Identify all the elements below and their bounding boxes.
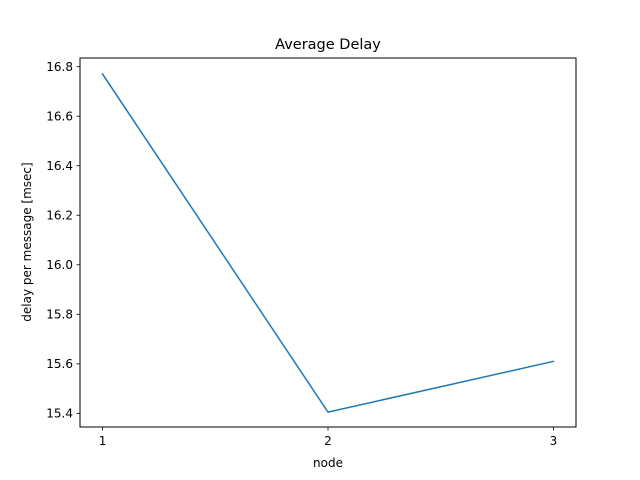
x-axis-ticks: 1 2 3 xyxy=(99,427,558,448)
plot-frame xyxy=(79,57,577,428)
y-tick-label: 16.2 xyxy=(46,208,73,222)
y-tick-label: 15.4 xyxy=(46,407,73,421)
x-tick-label: 3 xyxy=(550,434,558,448)
y-axis-ticks: 15.4 15.6 15.8 16.0 16.2 16.4 16.6 16.8 xyxy=(46,60,80,421)
series-line-0 xyxy=(101,73,555,413)
plot-area xyxy=(101,73,555,413)
y-tick-label: 16.0 xyxy=(46,258,73,272)
y-tick-label: 16.8 xyxy=(46,60,73,74)
x-axis-label: node xyxy=(313,456,343,470)
chart-title: Average Delay xyxy=(275,37,381,53)
x-tick-label: 1 xyxy=(99,434,107,448)
y-tick-label: 16.4 xyxy=(46,159,73,173)
y-tick-label: 15.8 xyxy=(46,308,73,322)
y-tick-label: 16.6 xyxy=(46,109,73,123)
y-axis-label: delay per message [msec] xyxy=(20,162,34,321)
x-tick-label: 2 xyxy=(324,434,332,448)
y-tick-label: 15.6 xyxy=(46,357,73,371)
